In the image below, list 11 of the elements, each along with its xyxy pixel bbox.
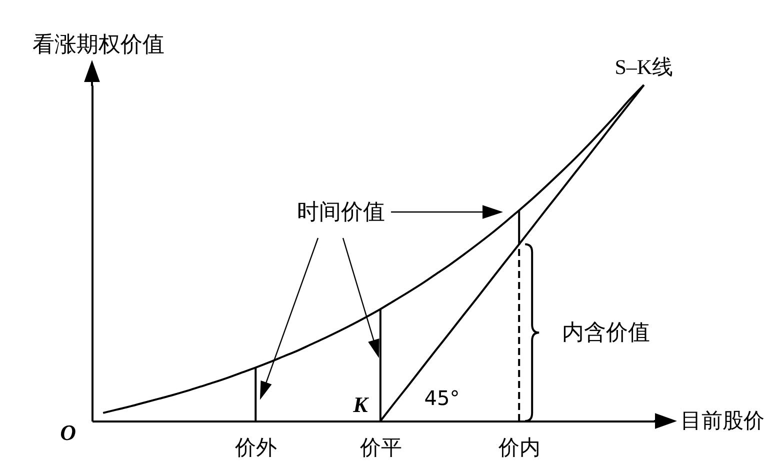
x-tick-label: 价外 — [234, 436, 278, 460]
annotation: K — [352, 392, 370, 417]
y-axis-title: 看涨期权价值 — [32, 32, 164, 58]
x-axis-title: 目前股价 — [680, 408, 764, 432]
series-label: S–K线 — [614, 55, 674, 79]
annotation: 45° — [424, 386, 460, 410]
x-tick-label: 价平 — [358, 436, 402, 460]
text: O — [60, 420, 76, 445]
x-tick-label: 价内 — [498, 436, 541, 460]
annotation: 时间价值 — [297, 200, 385, 225]
annotation: 内含价值 — [562, 320, 650, 346]
